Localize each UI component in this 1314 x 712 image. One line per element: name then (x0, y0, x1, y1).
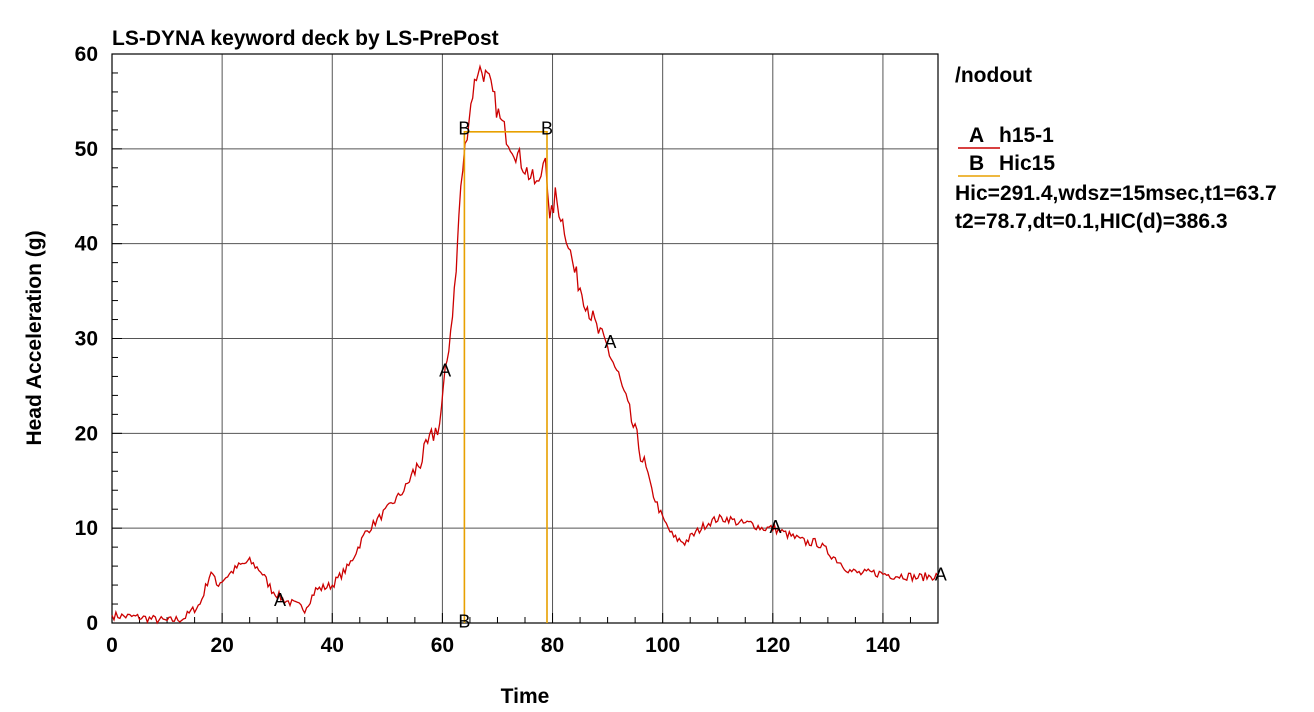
chart-title: LS-DYNA keyword deck by LS-PrePost (112, 27, 499, 50)
series-line-h15-1 (111, 64, 939, 625)
legend-label-h15-1: h15-1 (999, 124, 1054, 147)
y-tick-labels: 0 10 20 30 40 50 60 (75, 43, 98, 635)
x-tick-label: 40 (321, 634, 344, 657)
y-tick-label: 50 (75, 138, 98, 161)
y-tick-label: 60 (75, 43, 98, 66)
legend-header: /nodout (955, 64, 1032, 87)
series-marker-a: A (274, 590, 286, 610)
legend-note-t2: t2=78.7,dt=0.1,HIC(d)=386.3 (955, 210, 1228, 233)
legend-marker-a: A (969, 124, 984, 147)
legend-marker-b: B (969, 152, 984, 175)
y-tick-label: 40 (75, 233, 98, 256)
y-tick-label: 30 (75, 328, 98, 351)
annotation-layer: A A A A A B B B (274, 119, 947, 632)
y-tick-label: 20 (75, 422, 98, 445)
series-marker-a: A (439, 360, 451, 380)
y-tick-label: 0 (86, 612, 98, 635)
x-tick-label: 100 (645, 634, 680, 657)
x-tick-labels: 0 20 40 60 80 100 120 140 (106, 634, 900, 657)
series-layer (111, 64, 939, 625)
y-axis-label: Head Acceleration (g) (23, 230, 46, 445)
legend-label-hic15: Hic15 (999, 152, 1055, 175)
series-marker-b: B (458, 612, 470, 632)
minor-ticks (111, 53, 939, 624)
x-axis-label: Time (501, 685, 550, 708)
legend-note-hic: Hic=291.4,wdsz=15msec,t1=63.7 (955, 182, 1277, 205)
series-marker-a: A (935, 564, 947, 584)
series-marker-b: B (458, 119, 470, 139)
y-tick-label: 10 (75, 517, 98, 540)
x-tick-label: 0 (106, 634, 118, 657)
x-tick-label: 60 (431, 634, 454, 657)
x-tick-label: 140 (865, 634, 900, 657)
legend: /nodout A h15-1 B Hic15 Hic=291.4,wdsz=1… (955, 64, 1277, 233)
grid (112, 54, 938, 623)
series-marker-a: A (604, 332, 616, 352)
series-marker-b: B (541, 119, 553, 139)
series-line-hic15 (463, 131, 548, 623)
series-marker-a: A (770, 517, 782, 537)
x-tick-label: 120 (755, 634, 790, 657)
x-tick-label: 80 (541, 634, 564, 657)
x-tick-label: 20 (210, 634, 233, 657)
